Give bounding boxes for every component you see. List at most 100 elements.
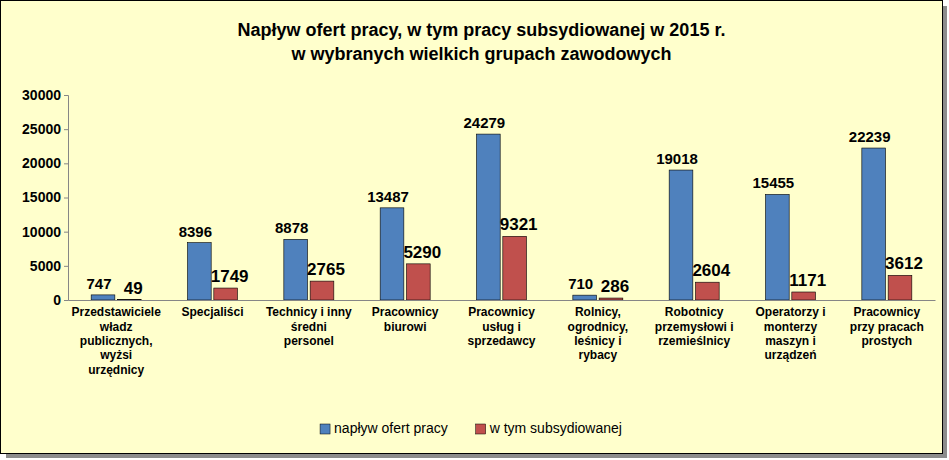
data-label: 2765: [307, 260, 345, 279]
x-tick-label: Robotnicyprzemysłowi irzemieślnicy: [655, 305, 734, 348]
bar: [669, 170, 693, 300]
title-line: Napływ ofert pracy, w tym pracy subsydio…: [238, 20, 726, 40]
y-axis: 050001000015000200002500030000: [22, 87, 68, 308]
x-tick-label: Technicy i innyśrednipersonel: [266, 305, 352, 348]
x-tick-label: Pracownicyprzy pracachprostych: [850, 305, 924, 348]
y-tick: 15000: [22, 189, 68, 205]
bar: [573, 295, 597, 300]
legend: napływ ofert pracy w tym subsydiowanej: [320, 420, 622, 436]
x-tick-label-line: władz: [99, 320, 133, 334]
x-tick-label: Specjaliści: [181, 305, 243, 319]
data-labels: 7478396887813487242797101901815455222394…: [86, 114, 922, 298]
bar: [695, 282, 719, 300]
legend-swatch: [476, 424, 486, 434]
bar: [284, 239, 308, 300]
data-label: 22239: [849, 128, 891, 145]
x-tick-label-line: leśnicy i: [574, 334, 621, 348]
y-tick-label: 0: [53, 292, 61, 308]
title-line: w wybranych wielkich grupach zawodowych: [290, 44, 671, 64]
x-tick-label-line: Specjaliści: [181, 305, 243, 319]
x-tick-label: Przedstawicielewładzpublicznych,wyżsiurz…: [71, 305, 161, 377]
data-label: 710: [568, 275, 593, 292]
x-tick-label-line: Pracownicy: [468, 305, 535, 319]
y-tick-mark: [64, 266, 68, 267]
y-tick: 30000: [22, 87, 68, 103]
bar: [477, 134, 501, 300]
bar: [91, 295, 115, 300]
x-tick-label-line: przemysłowi i: [655, 320, 734, 334]
x-axis: Przedstawicielewładzpublicznych,wyżsiurz…: [69, 300, 936, 377]
x-tick-label-line: Robotnicy: [665, 305, 724, 319]
x-tick-label-line: rybacy: [578, 348, 617, 362]
legend-item: napływ ofert pracy: [320, 420, 448, 436]
x-tick-label-line: średni: [291, 320, 327, 334]
data-label: 1171: [789, 271, 826, 290]
data-label: 286: [601, 277, 629, 296]
x-tick: Przedstawicielewładzpublicznych,wyżsiurz…: [71, 300, 161, 377]
x-tick-label: Pracownicyusług isprzedawcy: [467, 305, 535, 348]
title: Napływ ofert pracy, w tym pracy subsydio…: [238, 20, 726, 64]
y-tick: 0: [53, 292, 68, 308]
bar: [188, 243, 212, 300]
bar: [862, 148, 886, 300]
x-tick: Pracownicybiurowi: [372, 300, 439, 334]
x-tick-label-line: urzędnicy: [88, 363, 144, 377]
x-tick-label-line: rzemieślnicy: [658, 334, 730, 348]
bar: [214, 288, 238, 300]
y-tick-label: 25000: [22, 121, 61, 137]
data-label: 747: [86, 275, 111, 292]
y-tick-mark: [64, 198, 68, 199]
y-tick-label: 10000: [22, 224, 61, 240]
data-label: 15455: [752, 174, 794, 191]
bar: [503, 236, 527, 300]
x-tick-label-line: Pracownicy: [853, 305, 920, 319]
bar: [888, 275, 912, 300]
x-tick: Rolnicy,ogrodnicy,leśnicy irybacy: [568, 300, 628, 362]
bar: [117, 299, 141, 300]
bar: [766, 194, 790, 300]
x-tick: Pracownicyprzy pracachprostych: [850, 300, 924, 348]
bar: [406, 264, 430, 300]
legend-label: napływ ofert pracy: [334, 420, 448, 436]
legend-swatch: [320, 424, 330, 434]
data-label: 19018: [656, 150, 698, 167]
x-tick-label-line: sprzedawcy: [467, 334, 535, 348]
x-tick: Technicy i innyśrednipersonel: [266, 300, 352, 348]
y-tick-mark: [64, 129, 68, 130]
x-tick-label-line: monterzy: [764, 320, 818, 334]
x-tick-label-line: biurowi: [384, 320, 427, 334]
bar: [599, 298, 623, 300]
x-tick-label: Pracownicybiurowi: [372, 305, 439, 333]
y-tick: 20000: [22, 155, 68, 171]
x-tick: Robotnicyprzemysłowi irzemieślnicy: [655, 300, 734, 348]
x-tick-label-line: Operatorzy i: [755, 305, 825, 319]
x-tick-label-line: wyżsi: [99, 348, 132, 362]
x-tick-label-line: prostych: [861, 334, 912, 348]
data-label: 13487: [367, 188, 409, 205]
y-tick-mark: [64, 300, 68, 301]
x-tick-label-line: Przedstawiciele: [71, 305, 161, 319]
data-label: 8396: [179, 223, 212, 240]
x-tick-label-line: Rolnicy,: [575, 305, 621, 319]
x-tick: Specjaliści: [181, 300, 243, 319]
legend-label: w tym subsydiowanej: [489, 420, 622, 436]
y-tick-label: 20000: [22, 155, 61, 171]
y-tick-label: 30000: [22, 87, 61, 103]
data-label: 49: [124, 279, 143, 298]
data-label: 5290: [403, 243, 441, 262]
x-tick-label-line: urządzeń: [764, 348, 816, 362]
data-label: 9321: [500, 215, 538, 234]
data-label: 3612: [885, 254, 923, 273]
data-label: 1749: [211, 267, 249, 286]
x-tick-label: Rolnicy,ogrodnicy,leśnicy irybacy: [568, 305, 628, 362]
x-tick-label-line: Technicy i inny: [266, 305, 352, 319]
bar: [310, 281, 334, 300]
legend-item: w tym subsydiowanej: [476, 420, 622, 436]
x-tick-label-line: usług i: [482, 320, 521, 334]
y-tick-label: 15000: [22, 189, 61, 205]
x-tick: Pracownicyusług isprzedawcy: [467, 300, 535, 348]
x-tick: Operatorzy imonterzymaszyn iurządzeń: [755, 300, 825, 362]
x-tick-label-line: publicznych,: [80, 334, 153, 348]
x-axis-line: [69, 300, 936, 301]
x-tick-label-line: personel: [284, 334, 334, 348]
